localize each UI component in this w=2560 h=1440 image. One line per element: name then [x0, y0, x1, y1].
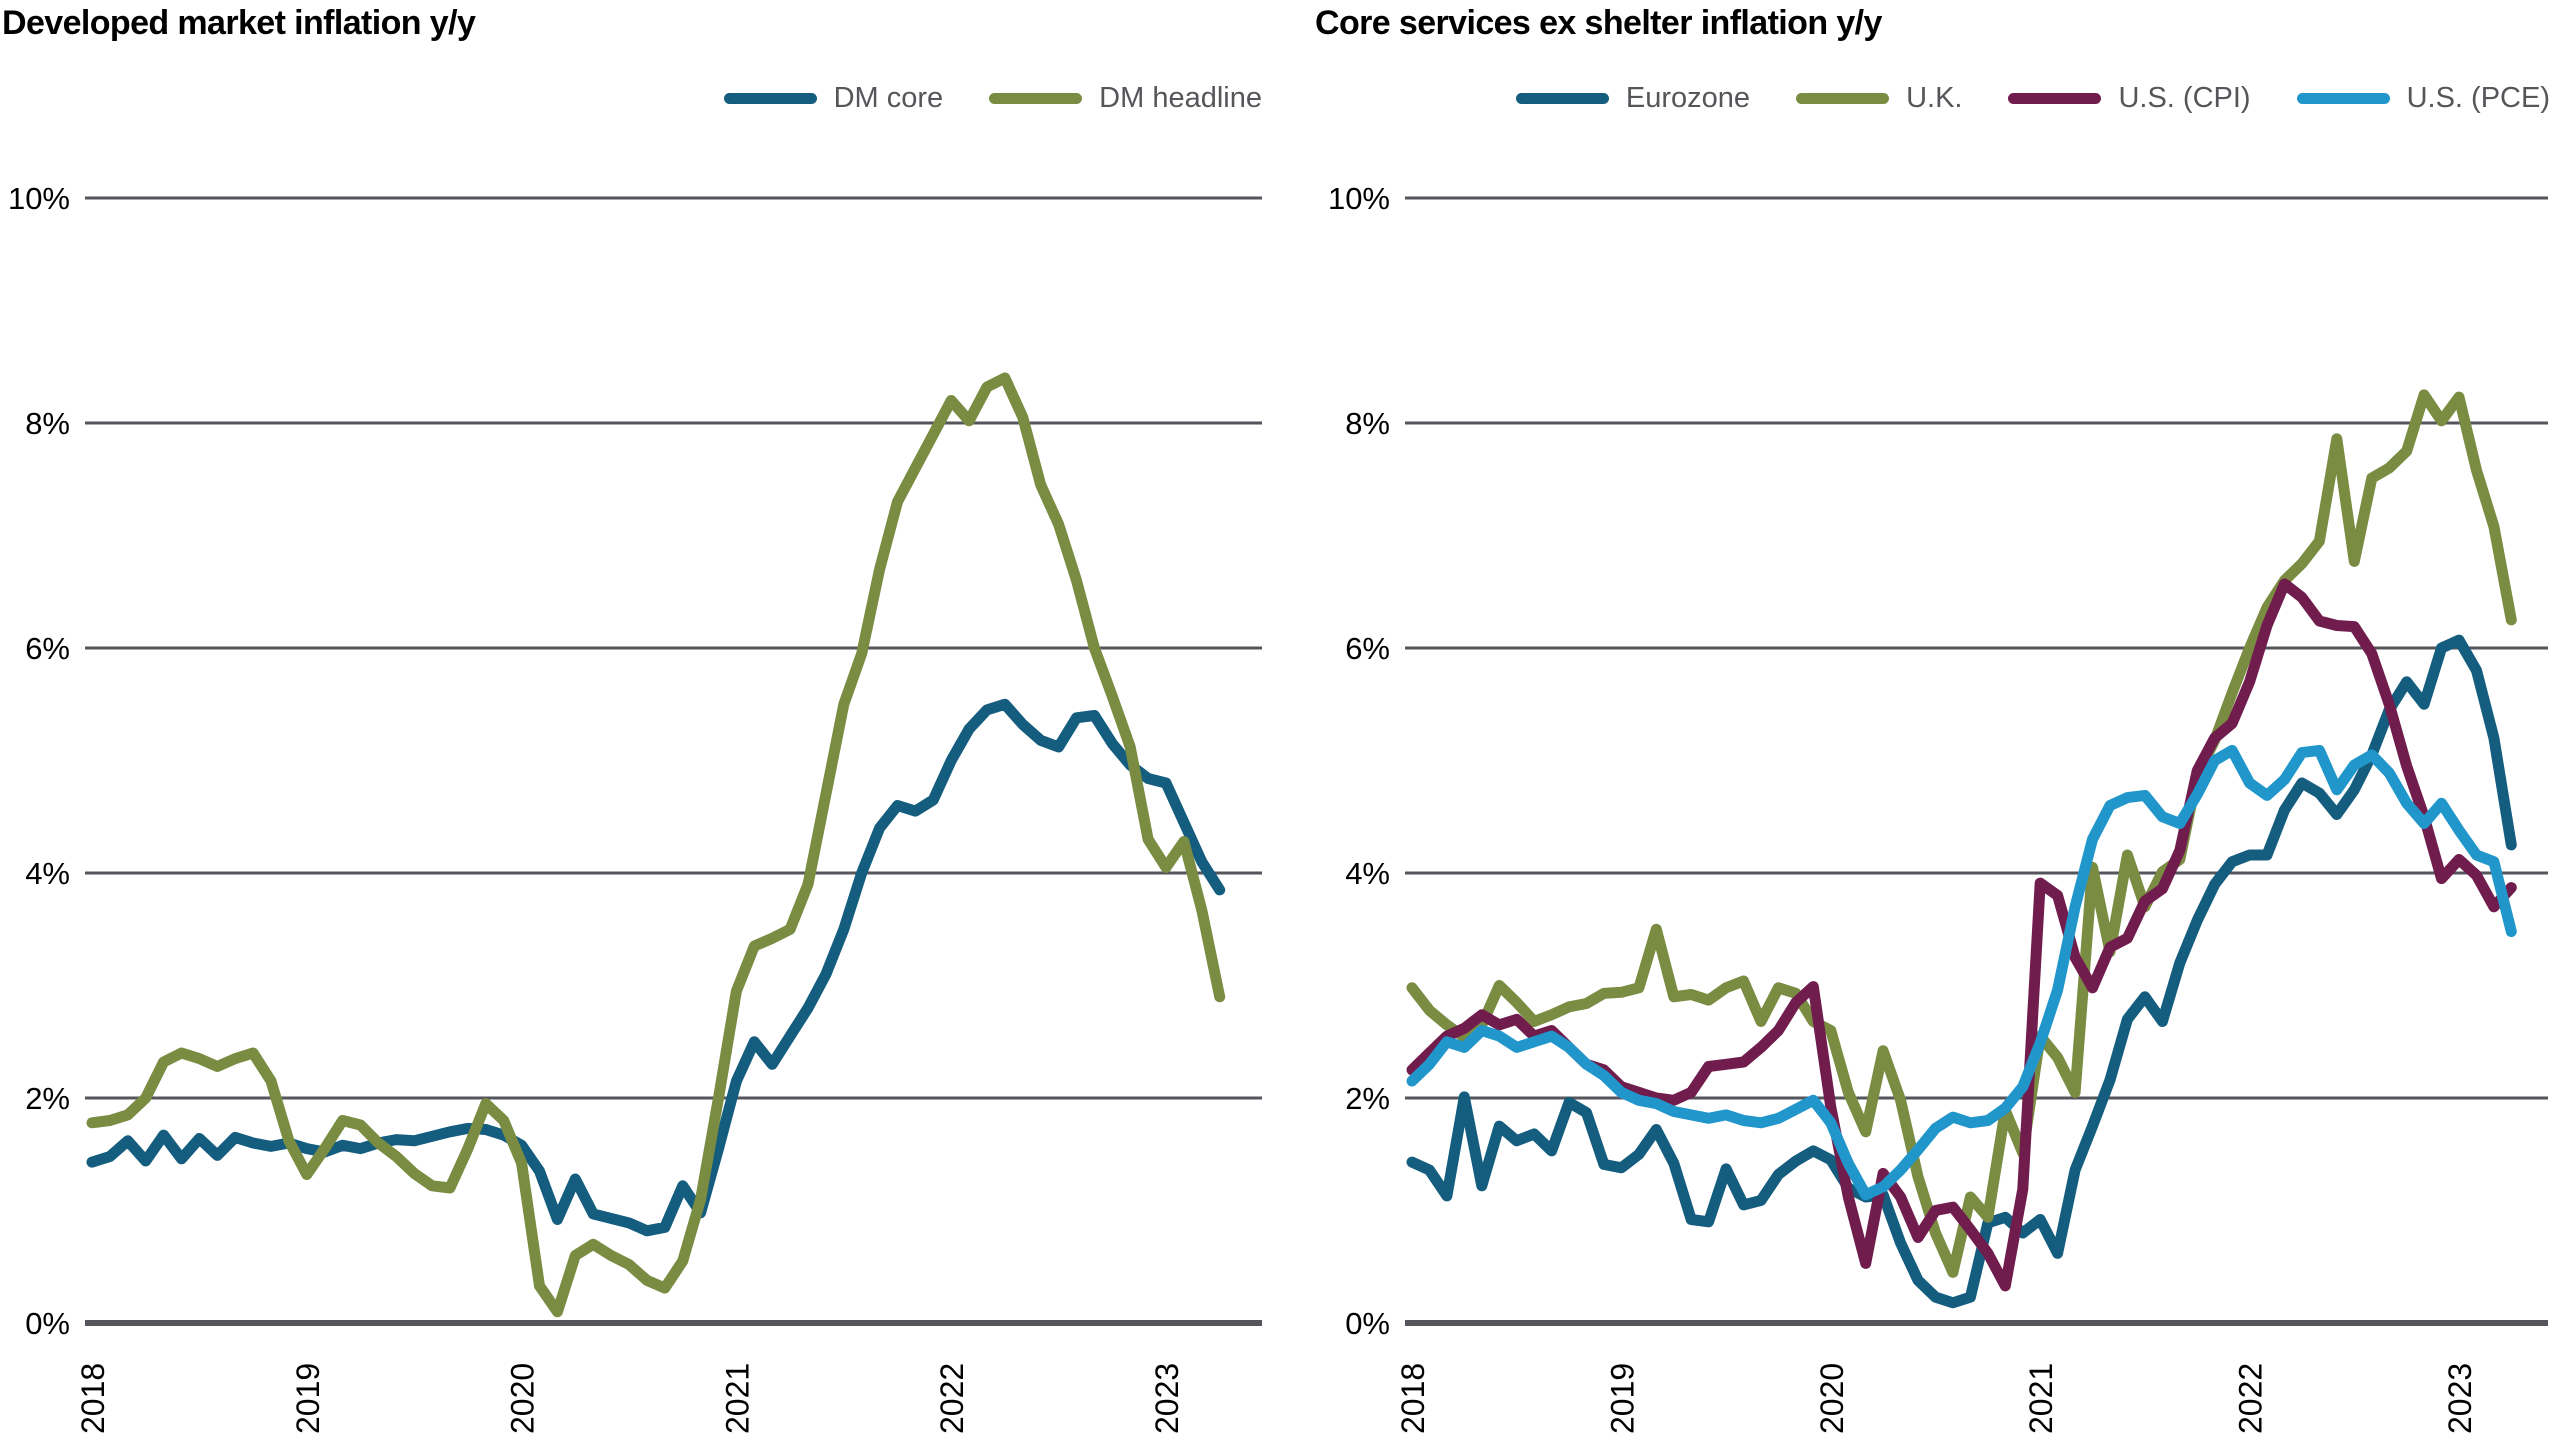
y-tick-label: 6% — [1345, 631, 1390, 666]
series-line-eurozone — [1406, 634, 2517, 1309]
series-line-u-s-cpi- — [1406, 578, 2517, 1292]
legend-item-u-s-pce-: U.S. (PCE) — [2296, 82, 2550, 115]
x-tick-label-2021: 2021 — [719, 1363, 755, 1434]
legend-item-u-k-: U.K. — [1796, 82, 1962, 115]
legend-swatch — [1515, 93, 1609, 104]
x-tick-label-2019: 2019 — [1604, 1363, 1640, 1434]
legend-swatch — [2008, 93, 2102, 104]
series-line-u-k- — [1406, 389, 2517, 1278]
y-tick-label: 0% — [25, 1306, 70, 1341]
legend-label: U.S. (PCE) — [2406, 82, 2550, 114]
y-tick-label: 8% — [25, 406, 70, 441]
legend-swatch — [989, 93, 1083, 104]
x-tick-label-2022: 2022 — [934, 1363, 970, 1434]
legend-item-dm-core: DM core — [723, 82, 944, 115]
y-tick-label: 2% — [1345, 1081, 1390, 1116]
x-tick-label-2021: 2021 — [2023, 1363, 2059, 1434]
y-tick-label: 10% — [8, 181, 70, 216]
x-tick-label-2019: 2019 — [290, 1363, 326, 1434]
x-tick-label-2018: 2018 — [1395, 1363, 1431, 1434]
legend-label: U.S. (CPI) — [2118, 82, 2251, 114]
x-tick-label-2018: 2018 — [75, 1363, 111, 1434]
y-tick-label: 6% — [25, 631, 70, 666]
series-line-dm-core — [86, 698, 1226, 1237]
x-tick-label-2020: 2020 — [505, 1363, 541, 1434]
series-line-u-s-pce- — [1406, 744, 2517, 1201]
legend-swatch — [2296, 93, 2390, 104]
x-tick-label-2023: 2023 — [1149, 1363, 1185, 1434]
legend-label: DM headline — [1099, 82, 1262, 114]
y-tick-label: 8% — [1345, 406, 1390, 441]
legend-label: Eurozone — [1625, 82, 1751, 114]
series-line-dm-headline — [86, 372, 1226, 1318]
plot-area: 10% 8% 6% 4% 2% 0%2018 2019 2020 2021 2022 2023 — [8, 181, 1262, 1434]
chart-dm-inflation: Developed market inflation y/y DM core DM… — [2, 4, 1262, 1434]
legend-item-u-s-cpi-: U.S. (CPI) — [2008, 82, 2251, 115]
legend-label: DM core — [833, 82, 944, 114]
x-tick-label-2020: 2020 — [1814, 1363, 1850, 1434]
x-tick-label-2023: 2023 — [2442, 1363, 2478, 1434]
chart-title: Developed market inflation y/y — [2, 4, 476, 42]
legend: Eurozone U.K. U.S. (CPI) U.S. (PCE) — [1515, 82, 2550, 115]
legend-item-eurozone: Eurozone — [1515, 82, 1751, 115]
chart-core-services-inflation: Core services ex shelter inflation y/y E… — [1280, 0, 2560, 1440]
y-tick-label: 4% — [25, 856, 70, 891]
legend-swatch — [1796, 93, 1890, 104]
y-tick-label: 4% — [1345, 856, 1390, 891]
x-tick-label-2022: 2022 — [2233, 1363, 2269, 1434]
plot-area: 10% 8% 6% 4% 2% 0%2018 2019 2020 2021 2022 2023 — [1328, 181, 2548, 1434]
y-tick-label: 2% — [25, 1081, 70, 1116]
chart-title: Core services ex shelter inflation y/y — [1315, 4, 1882, 42]
y-tick-label: 10% — [1328, 181, 1390, 216]
legend-item-dm-headline: DM headline — [989, 82, 1262, 115]
legend-label: U.K. — [1906, 82, 1963, 114]
y-tick-label: 0% — [1345, 1306, 1390, 1341]
legend: DM core DM headline — [723, 82, 1262, 115]
legend-swatch — [723, 93, 817, 104]
